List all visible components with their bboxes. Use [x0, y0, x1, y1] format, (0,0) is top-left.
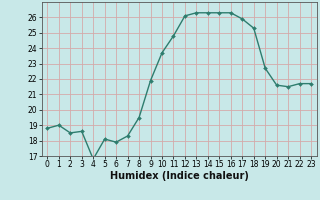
X-axis label: Humidex (Indice chaleur): Humidex (Indice chaleur) [110, 171, 249, 181]
